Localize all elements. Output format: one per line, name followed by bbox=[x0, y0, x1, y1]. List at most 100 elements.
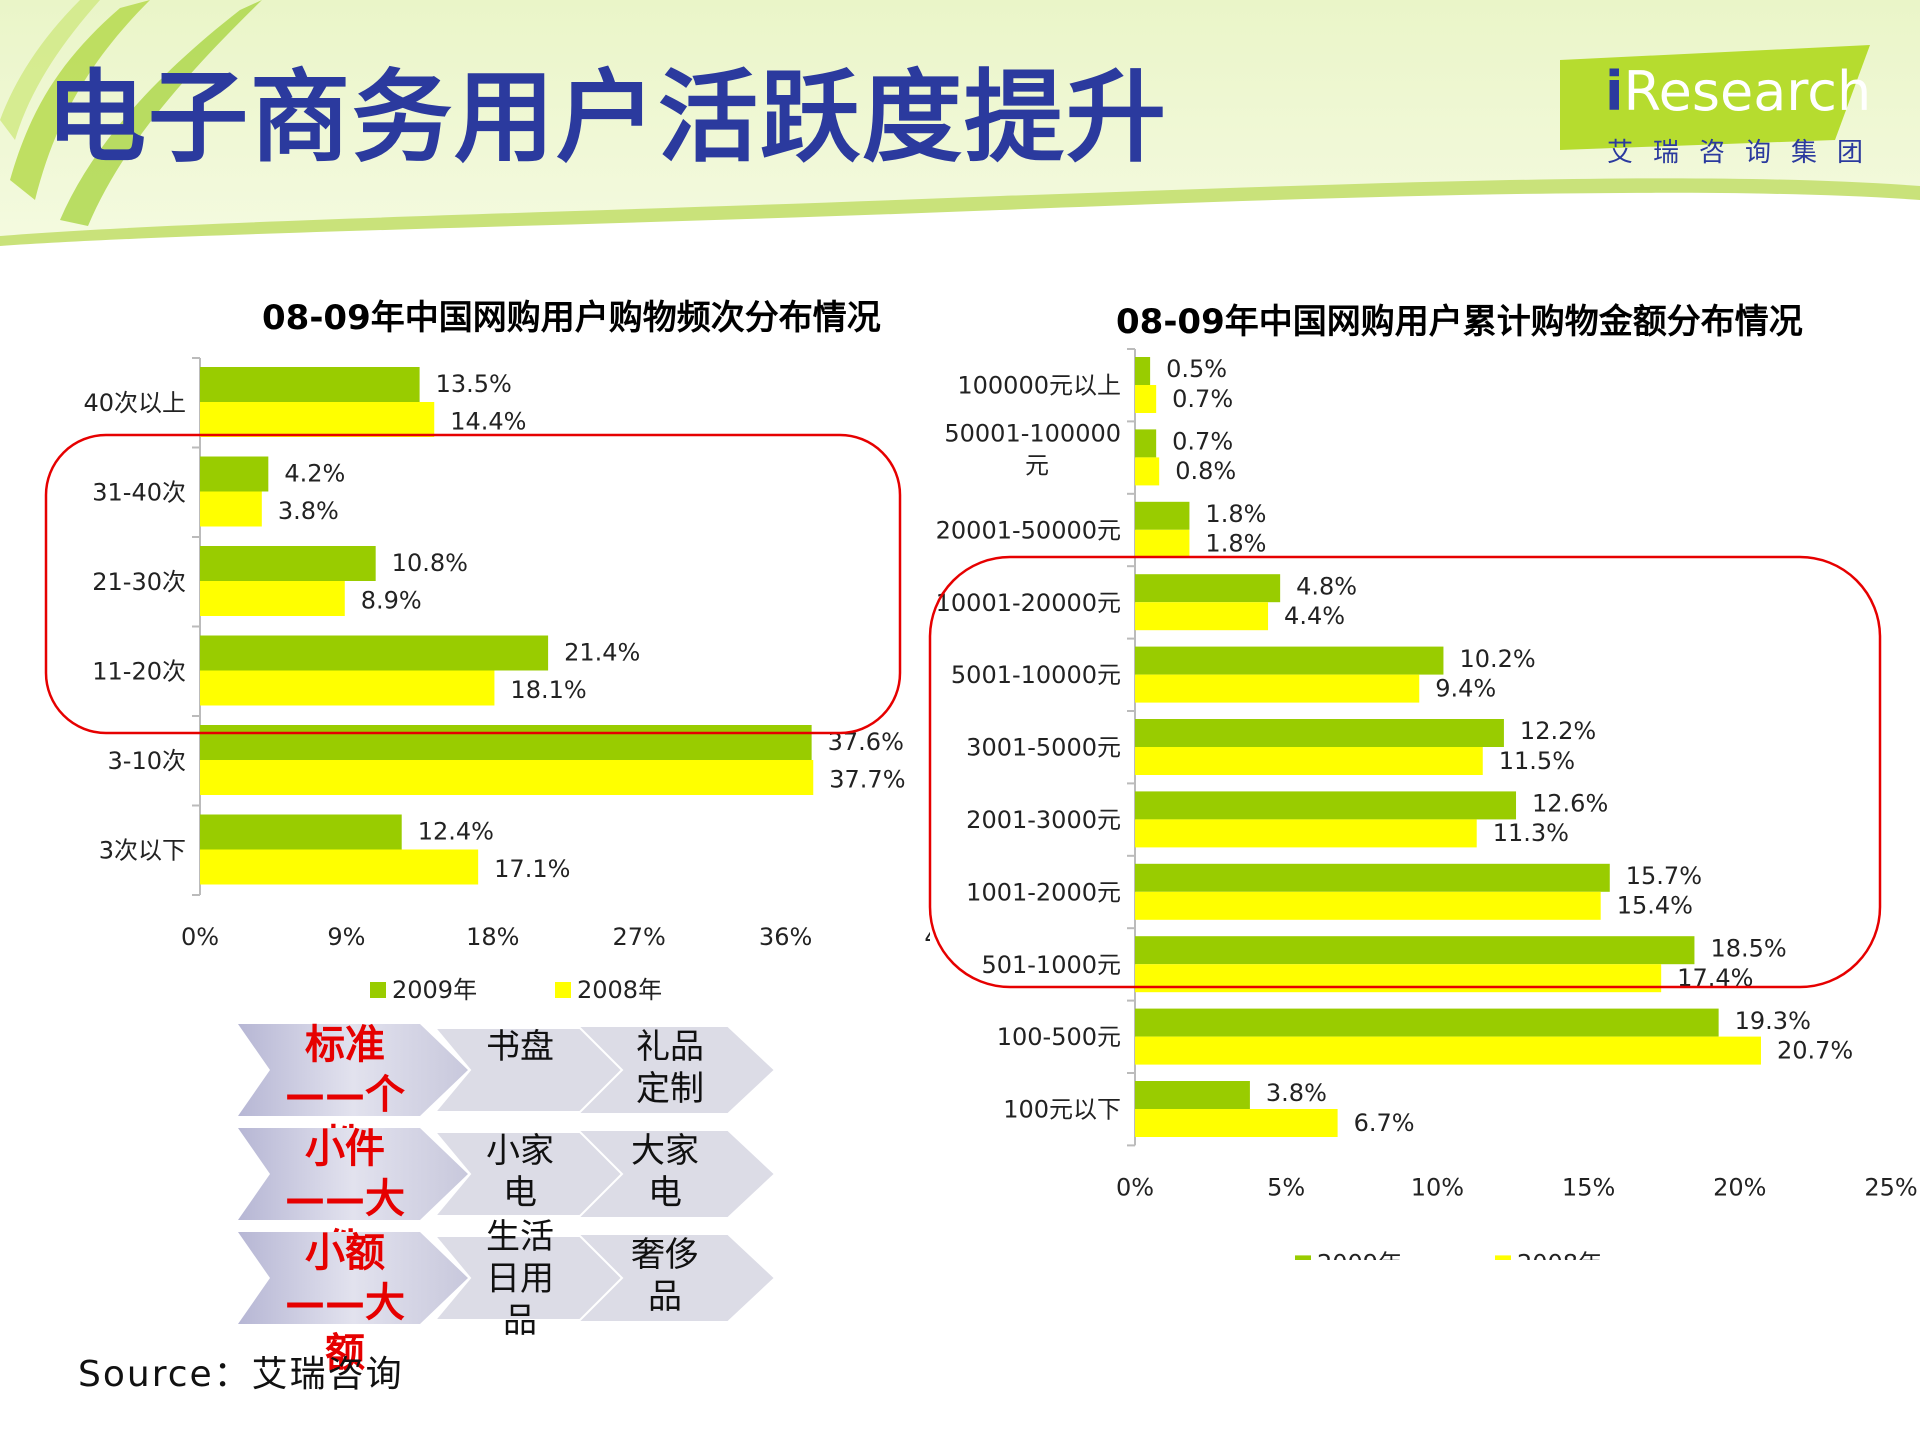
x-tick-label: 15% bbox=[1562, 1173, 1615, 1201]
data-label-2008: 18.1% bbox=[510, 676, 586, 704]
legend-swatch bbox=[370, 982, 386, 998]
category-label: 1001-2000元 bbox=[966, 878, 1121, 906]
category-label: 100元以下 bbox=[1003, 1096, 1121, 1124]
x-tick-label: 18% bbox=[466, 923, 519, 951]
chart1-title: 08-09年中国网购用户购物频次分布情况 bbox=[262, 298, 881, 338]
chevron-from bbox=[432, 1027, 624, 1113]
trend-from: 书盘 bbox=[486, 1027, 554, 1067]
legend-label: 2009年 bbox=[1317, 1249, 1402, 1260]
x-tick-label: 10% bbox=[1411, 1173, 1464, 1201]
data-label-2009: 0.7% bbox=[1172, 428, 1233, 456]
bar-2009 bbox=[200, 725, 812, 760]
bar-2008 bbox=[200, 760, 814, 795]
bar-2008 bbox=[1135, 457, 1160, 486]
bar-2008 bbox=[1135, 747, 1483, 775]
data-label-2009: 10.2% bbox=[1459, 645, 1535, 673]
data-label-2008: 3.8% bbox=[278, 497, 339, 525]
bar-2008 bbox=[200, 491, 262, 527]
bar-2009 bbox=[1135, 357, 1151, 385]
data-label-2008: 17.1% bbox=[494, 855, 570, 883]
data-label-2009: 19.3% bbox=[1735, 1007, 1811, 1035]
category-label: 11-20次 bbox=[92, 658, 186, 686]
data-label-2008: 11.5% bbox=[1499, 747, 1575, 775]
data-label-2009: 3.8% bbox=[1266, 1079, 1327, 1107]
trend-chevrons bbox=[238, 1128, 777, 1220]
trend-label: 标准——个性 bbox=[285, 1022, 405, 1168]
category-label: 5001-10000元 bbox=[951, 661, 1121, 689]
legend-label: 2008年 bbox=[577, 976, 662, 1004]
legend-swatch bbox=[1295, 1255, 1311, 1260]
data-label-2009: 18.5% bbox=[1710, 934, 1786, 962]
category-label: 10001-20000元 bbox=[936, 589, 1121, 617]
data-label-2009: 15.7% bbox=[1626, 862, 1702, 890]
source-note: Source：艾瑞咨询 bbox=[78, 1354, 404, 1395]
legend-label: 2009年 bbox=[392, 976, 477, 1004]
bar-2008 bbox=[1135, 674, 1420, 703]
category-label: 21-30次 bbox=[92, 568, 186, 596]
trend-row: 标准——个性 书盘 礼品定制 bbox=[230, 1020, 790, 1168]
chevron-label bbox=[238, 1128, 468, 1220]
data-label-2008: 17.4% bbox=[1677, 964, 1753, 992]
bar-2008 bbox=[1135, 819, 1477, 848]
category-label: 2001-3000元 bbox=[966, 806, 1121, 834]
data-label-2008: 4.4% bbox=[1284, 602, 1345, 630]
bar-2009 bbox=[1135, 936, 1695, 965]
trend-label: 小额——大额 bbox=[285, 1230, 405, 1376]
chevron-from bbox=[432, 1235, 624, 1321]
x-tick-label: 0% bbox=[1116, 1173, 1154, 1201]
bar-2008 bbox=[1135, 1036, 1761, 1065]
legend-label: 2008年 bbox=[1517, 1249, 1602, 1260]
trend-to: 大家电 bbox=[631, 1131, 699, 1213]
category-label: 40次以上 bbox=[83, 389, 186, 417]
data-label-2008: 1.8% bbox=[1205, 530, 1266, 558]
bar-2009 bbox=[200, 367, 420, 402]
trend-chevrons bbox=[238, 1232, 777, 1324]
data-label-2009: 12.2% bbox=[1520, 717, 1596, 745]
bar-2008 bbox=[1135, 891, 1601, 920]
x-tick-label: 27% bbox=[613, 923, 666, 951]
x-tick-label: 4 bbox=[924, 923, 930, 951]
bar-2008 bbox=[1135, 964, 1662, 993]
data-label-2008: 37.7% bbox=[829, 765, 905, 793]
bar-2009 bbox=[1135, 1081, 1250, 1109]
data-label-2008: 20.7% bbox=[1777, 1036, 1853, 1064]
bar-2009 bbox=[200, 814, 402, 850]
bar-2008 bbox=[1135, 1109, 1338, 1137]
data-label-2009: 10.8% bbox=[392, 549, 468, 577]
chevron-label bbox=[238, 1232, 468, 1324]
bar-2009 bbox=[1135, 1008, 1719, 1037]
bar-2009 bbox=[1135, 646, 1444, 675]
data-label-2009: 13.5% bbox=[436, 370, 512, 398]
data-label-2008: 8.9% bbox=[361, 586, 422, 614]
x-tick-label: 0% bbox=[181, 923, 219, 951]
x-tick-label: 9% bbox=[327, 923, 365, 951]
data-label-2008: 6.7% bbox=[1354, 1109, 1415, 1137]
bar-2008 bbox=[200, 670, 495, 706]
data-label-2009: 4.8% bbox=[1296, 572, 1357, 600]
category-label: 50001-100000 元 bbox=[944, 420, 1121, 480]
trend-to: 奢侈品 bbox=[631, 1235, 699, 1317]
chevron-label bbox=[238, 1024, 468, 1116]
category-label: 100-500元 bbox=[997, 1023, 1121, 1051]
data-label-2009: 0.5% bbox=[1166, 355, 1227, 383]
bar-2009 bbox=[1135, 791, 1517, 820]
bar-2008 bbox=[200, 849, 479, 885]
bar-2008 bbox=[200, 402, 435, 437]
bar-2008 bbox=[1135, 385, 1157, 413]
bar-2009 bbox=[1135, 574, 1281, 603]
data-label-2008: 9.4% bbox=[1435, 674, 1496, 702]
trend-from: 小家电 bbox=[486, 1131, 554, 1213]
trend-to: 礼品定制 bbox=[636, 1027, 704, 1109]
bar-2009 bbox=[1135, 501, 1190, 530]
data-label-2009: 1.8% bbox=[1205, 500, 1266, 528]
legend-swatch bbox=[1495, 1255, 1511, 1260]
category-label: 100000元以上 bbox=[957, 372, 1121, 400]
trend-row: 小件——大件小家电大家电 bbox=[230, 1124, 790, 1272]
x-tick-label: 25% bbox=[1864, 1173, 1917, 1201]
category-label: 20001-50000元 bbox=[936, 516, 1121, 544]
data-label-2008: 0.7% bbox=[1172, 385, 1233, 413]
chevron-from bbox=[432, 1131, 624, 1217]
data-label-2008: 14.4% bbox=[450, 407, 526, 435]
ireseach-logo: iResearch bbox=[1605, 60, 1872, 123]
